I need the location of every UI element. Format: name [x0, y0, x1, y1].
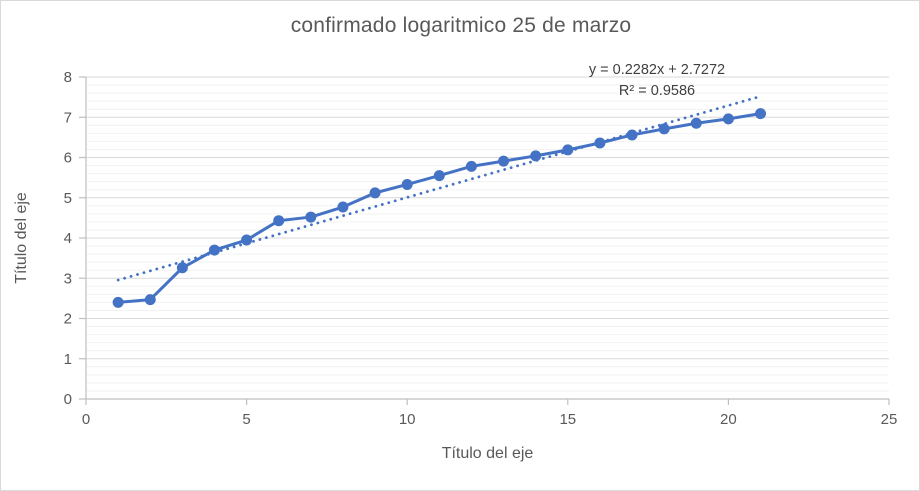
y-axis-title: Título del eje: [13, 192, 31, 284]
x-axis-title: Título del eje: [441, 445, 534, 462]
data-point: [433, 170, 445, 182]
trendline-r-squared: R² = 0.9586: [618, 83, 696, 99]
major-gridlines: [86, 76, 889, 360]
chart-title: confirmado logaritmico 25 de marzo: [290, 14, 632, 37]
y-tick-label: 2: [64, 311, 72, 328]
data-series-line: [116, 112, 763, 304]
trendline: [116, 94, 762, 282]
minor-gridlines: [86, 84, 889, 392]
data-point: [594, 137, 606, 149]
data-point: [176, 262, 188, 274]
data-point: [722, 113, 734, 125]
data-point: [626, 129, 638, 141]
data-point: [144, 294, 156, 306]
y-tick-label: 8: [64, 69, 72, 86]
data-point: [498, 155, 510, 167]
data-point: [658, 123, 670, 135]
trendline-label: y = 0.2282x + 2.7272 R² = 0.9586: [567, 60, 747, 102]
y-tick-label: 0: [64, 391, 72, 408]
y-tick-label: 6: [64, 150, 72, 167]
y-tick-label: 7: [64, 109, 72, 126]
y-tick-label: 3: [64, 270, 72, 287]
trendline-equation: y = 0.2282x + 2.7272: [588, 62, 726, 78]
x-tick-label: 10: [399, 411, 416, 428]
data-point: [305, 211, 317, 223]
y-tick-label: 5: [64, 190, 72, 207]
data-point: [530, 150, 542, 162]
data-point: [755, 108, 767, 120]
data-point: [337, 201, 349, 213]
y-tick-label: 1: [64, 351, 72, 368]
x-tick-label: 0: [82, 411, 90, 428]
x-tick-labels: 0 5 10 15 20 25: [82, 411, 898, 428]
y-tick-labels: 0 1 2 3 4 5 6 7 8: [64, 69, 72, 408]
x-tick-label: 25: [881, 411, 898, 428]
data-markers: [112, 108, 767, 308]
y-axis-title-wrap: Título del eje: [9, 77, 35, 399]
data-point: [112, 296, 124, 308]
data-point: [690, 117, 702, 129]
data-point: [369, 187, 381, 199]
y-tick-label: 4: [64, 230, 72, 247]
x-tick-label: 5: [242, 411, 250, 428]
data-point: [401, 178, 413, 190]
data-point: [208, 244, 220, 256]
data-point: [241, 234, 253, 246]
data-point: [465, 160, 477, 172]
x-tick-label: 20: [720, 411, 737, 428]
data-point: [562, 144, 574, 156]
x-tick-label: 15: [559, 411, 576, 428]
data-point: [273, 215, 285, 227]
tick-marks: [79, 76, 890, 405]
